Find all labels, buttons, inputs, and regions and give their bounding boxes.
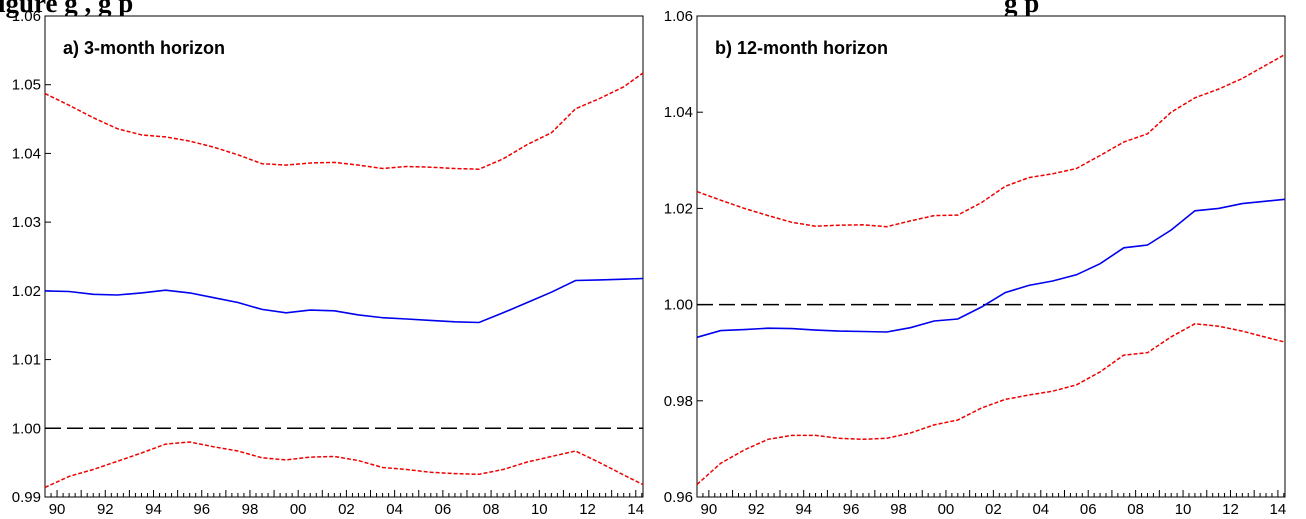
y-tick-label: 1.02	[664, 200, 693, 217]
x-tick-label: 10	[531, 501, 548, 518]
x-tick-label: 00	[938, 501, 955, 518]
x-tick-label: 94	[145, 501, 162, 518]
x-tick-label: 92	[97, 501, 114, 518]
y-tick-label: 1.04	[664, 104, 693, 121]
y-tick-label: 1.01	[12, 352, 41, 369]
chart-panel-a: 90 92 94 96 98 00 02 04 06 08 10 12 14 0.99 1.00 1.01 1.…	[12, 8, 644, 518]
x-tick-label: 04	[386, 501, 403, 518]
x-tick-label: 02	[338, 501, 355, 518]
plot-frame	[696, 15, 1286, 498]
series-estimate-line	[44, 277, 644, 324]
x-tick-label: 96	[193, 501, 210, 518]
y-tick-label: 0.96	[664, 489, 693, 506]
y-tick-label: 1.04	[12, 145, 41, 162]
y-tick-label: 1.02	[12, 283, 41, 300]
chart-panel-b: 90 92 94 96 98 00 02 04 06 08 10 12 14 0.96 0.98 1.00 1.…	[664, 8, 1287, 518]
x-tick-label: 14	[627, 501, 644, 518]
y-tick-label: 1.03	[12, 214, 41, 231]
x-tick-label: 14	[1270, 501, 1287, 518]
x-tick-label: 92	[748, 501, 765, 518]
x-tick-label: 96	[843, 501, 860, 518]
y-tick-label: 1.00	[664, 297, 693, 314]
x-tick-label: 06	[1080, 501, 1097, 518]
panel-title: b) 12-month horizon	[715, 38, 888, 58]
x-tick-label: 12	[1222, 501, 1239, 518]
figure-title-fragment-right: g p	[1004, 0, 1040, 18]
x-tick-label: 04	[1032, 501, 1049, 518]
plot-frame	[44, 15, 644, 498]
x-tick-label: 08	[483, 501, 500, 518]
series-upper-band-line	[44, 72, 644, 170]
x-tick-label: 94	[795, 501, 812, 518]
panel-title: a) 3-month horizon	[63, 38, 225, 58]
x-tick-label: 12	[579, 501, 596, 518]
y-tick-label: 1.05	[12, 77, 41, 94]
series-estimate-line	[696, 198, 1286, 339]
figure-title-fragment-left: igure g , g p	[0, 0, 134, 18]
x-tick-label: 98	[890, 501, 907, 518]
x-tick-label: 02	[985, 501, 1002, 518]
x-tick-label: 90	[701, 501, 718, 518]
y-tick-label: 1.06	[12, 8, 41, 25]
y-tick-label: 0.99	[12, 489, 41, 506]
x-tick-label: 00	[290, 501, 307, 518]
y-tick-label: 1.00	[12, 420, 41, 437]
x-tick-label: 98	[242, 501, 259, 518]
x-tick-label: 90	[49, 501, 66, 518]
x-tick-label: 06	[435, 501, 452, 518]
y-tick-label: 1.06	[664, 8, 693, 25]
x-tick-label: 10	[1175, 501, 1192, 518]
x-tick-label: 08	[1127, 501, 1144, 518]
series-upper-band-line	[696, 53, 1286, 228]
y-tick-label: 0.98	[664, 393, 693, 410]
